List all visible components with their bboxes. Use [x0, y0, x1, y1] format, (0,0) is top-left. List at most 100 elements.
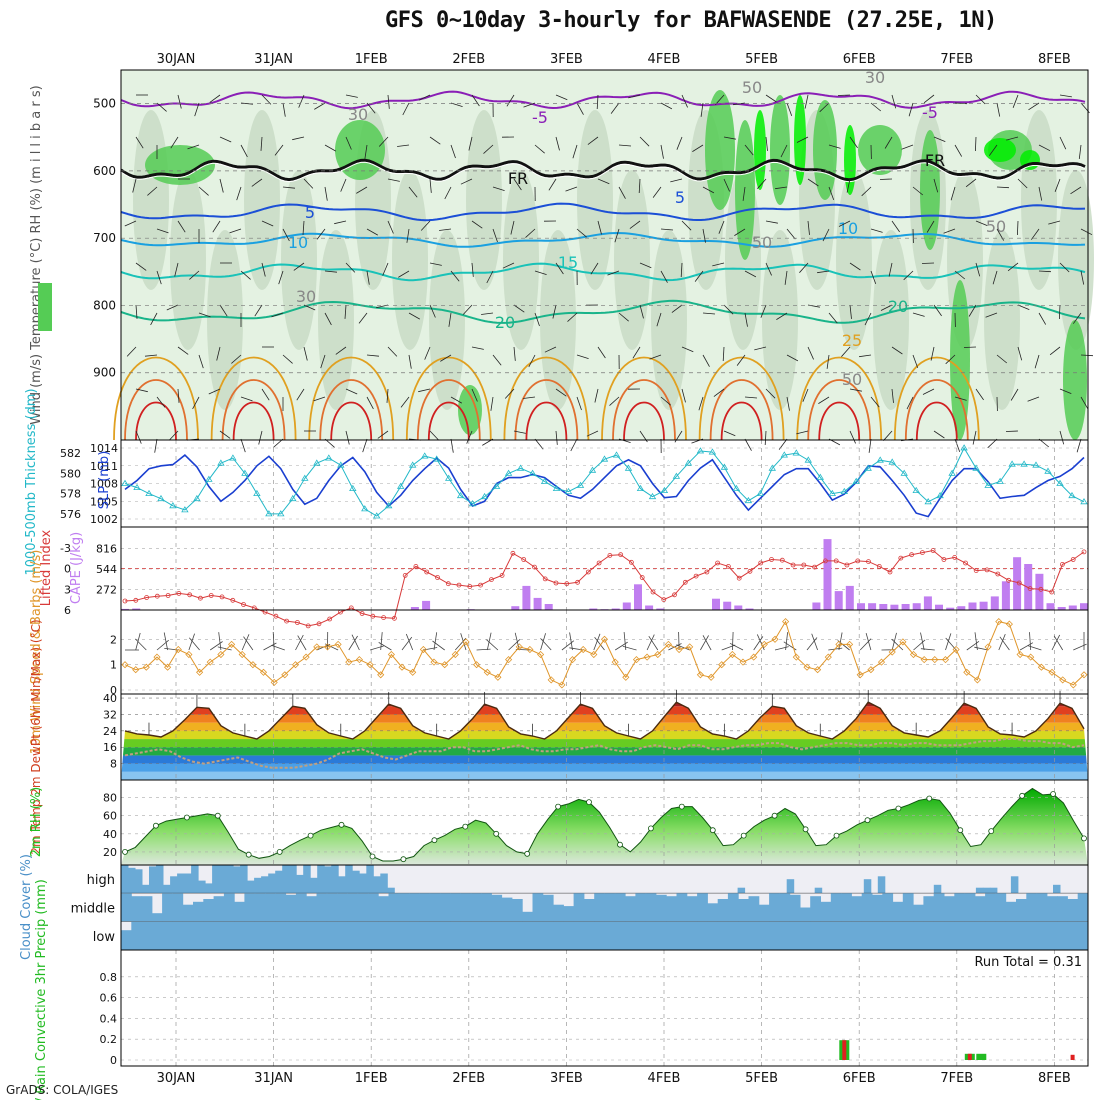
2m-rh-point: [493, 830, 500, 837]
wind-speed-point: [132, 666, 140, 674]
wind-barb-10m: [218, 632, 222, 651]
pressure-tick-label: 900: [93, 366, 116, 380]
wind-barb: [757, 178, 767, 189]
wind-barb-10m: [646, 634, 655, 651]
wind-barb-10m: [998, 633, 1006, 651]
date-label-bottom: 30JAN: [157, 1071, 196, 1086]
cape-bar: [923, 596, 932, 610]
wind-barb: [418, 94, 431, 101]
rh-axis-title: 2m RH (%): [29, 787, 44, 858]
wind-barb: [170, 136, 179, 149]
wind-barb: [744, 396, 758, 399]
wind-barb: [555, 262, 564, 275]
wind-barb: [723, 304, 734, 315]
wind-barb: [891, 94, 897, 109]
cloud-bar-high: [380, 873, 388, 894]
rh-shade: [762, 230, 798, 410]
wind-barb: [784, 270, 788, 285]
wind-barb: [614, 228, 620, 243]
thickness-tick-label: 578: [60, 488, 81, 501]
wind-barb: [597, 346, 606, 359]
cape-bar: [823, 539, 832, 610]
cape-bar: [946, 607, 955, 610]
2m-rh-area: [121, 788, 1088, 865]
wind-barb: [448, 312, 452, 327]
wind-barb-10m: [593, 633, 601, 651]
cloud-bar-low: [295, 921, 307, 950]
cape-bar: [132, 608, 141, 610]
thickness-point: [744, 496, 753, 504]
wind-barb: [639, 304, 644, 319]
wind-speed-point: [430, 658, 438, 666]
cloud-bar-middle: [861, 893, 873, 922]
lifted-index-point: [672, 592, 677, 598]
wind-barb: [807, 346, 814, 360]
cloud-bar-high: [359, 873, 367, 894]
lifted-index-point: [1006, 577, 1011, 583]
wind-barb: [870, 270, 877, 285]
cloud-bar-middle: [337, 893, 348, 922]
wind-barb: [652, 186, 662, 198]
lifted-index-point: [1016, 580, 1022, 586]
cloud-bar-middle: [481, 893, 492, 922]
lifted-index-point: [898, 555, 904, 561]
cape-bar: [968, 602, 977, 610]
wind-speed-point: [1048, 668, 1056, 676]
thickness-point: [588, 466, 597, 473]
thickness-point: [792, 449, 801, 456]
2m-rh-point: [400, 856, 407, 863]
wind-speed-point: [196, 668, 204, 676]
lifted-index-point: [920, 550, 925, 555]
lifted-index-point: [855, 558, 861, 564]
wind-barb-10m: [614, 641, 628, 651]
2m-rh-point: [740, 832, 747, 839]
wind-barb: [240, 438, 246, 453]
cloud-bar-middle: [676, 893, 688, 922]
thickness-point: [864, 464, 872, 471]
wind-barb: [807, 178, 819, 187]
wind-barb: [1028, 102, 1040, 111]
cloud-bar-middle: [511, 899, 523, 922]
2m-rh-point: [462, 823, 469, 830]
cloud-bar-high: [254, 877, 262, 894]
wind-speed-point: [750, 653, 758, 661]
wind-barb: [406, 228, 410, 243]
wind-barb: [965, 178, 977, 188]
wind-barb: [192, 396, 200, 410]
wind-barb: [968, 304, 977, 317]
2m-rh-line: [124, 787, 1085, 862]
wind-barb-10m: [324, 643, 339, 651]
contour-label: 10: [838, 219, 858, 238]
wind-barb: [565, 186, 578, 192]
wind-speed-point: [622, 673, 630, 681]
thickness-point: [912, 486, 920, 493]
lifted-index-point: [995, 571, 1001, 577]
cloud-bar-middle: [367, 893, 379, 922]
lifted-index-point: [801, 562, 807, 568]
wind-barb: [282, 354, 293, 364]
temperature-contour: [612, 379, 676, 441]
thickness-point: [205, 475, 213, 482]
wind-speed-point: [920, 656, 928, 664]
cloud-bar-low: [491, 921, 503, 950]
wind-barb: [492, 228, 498, 243]
date-label-top: 6FEB: [843, 52, 876, 67]
cloud-bar-middle: [892, 901, 904, 922]
cloud-bar-low: [954, 921, 966, 950]
lifted-index-point: [952, 555, 958, 560]
wind-speed-point: [345, 658, 353, 666]
wind-barb: [198, 354, 204, 369]
wind-barb: [891, 346, 903, 355]
cloud-bar-low: [1026, 921, 1038, 950]
wind-barb: [212, 220, 221, 233]
precip-tick-label: 0.2: [100, 1033, 118, 1046]
wind-barb: [261, 388, 270, 401]
thickness-line: [124, 446, 1085, 517]
wind-speed-point: [238, 650, 246, 659]
thickness-point: [1008, 460, 1016, 467]
cloud-bar-low: [223, 921, 235, 950]
cloud-bar-middle: [933, 893, 945, 922]
wind-barb-10m: [423, 647, 438, 651]
wind-barb: [468, 136, 473, 151]
temperature-contour: [818, 401, 861, 441]
